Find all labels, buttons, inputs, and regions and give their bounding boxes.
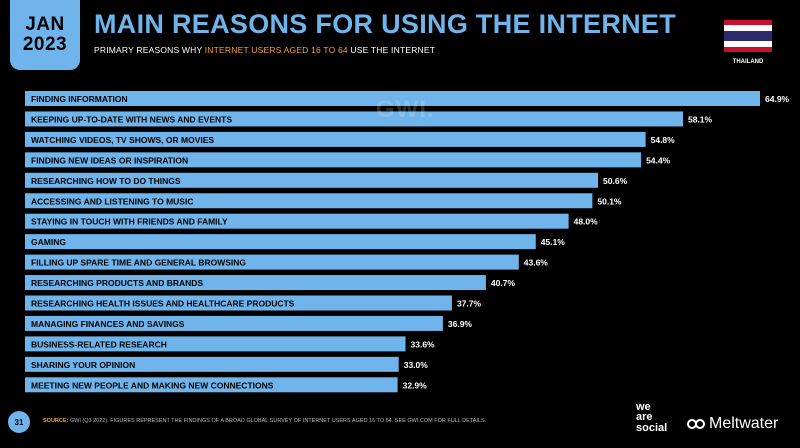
value-label: 33.0% — [404, 360, 429, 370]
page-title: MAIN REASONS FOR USING THE INTERNET — [94, 9, 677, 39]
value-label: 33.6% — [411, 339, 436, 349]
gwi-watermark: GWI. — [376, 96, 435, 123]
page-subtitle: PRIMARY REASONS WHY INTERNET USERS AGED … — [94, 45, 435, 55]
source-text: GWI (Q3 2022). FIGURES REPRESENT THE FIN… — [68, 418, 487, 424]
value-label: 54.4% — [646, 155, 671, 165]
bar — [25, 234, 536, 250]
bar — [25, 111, 683, 127]
category-label: FINDING INFORMATION — [31, 94, 128, 104]
value-label: 50.6% — [603, 176, 628, 186]
category-label: GAMING — [31, 237, 66, 247]
bar — [25, 315, 443, 331]
bar — [25, 193, 593, 209]
logo-line-are: are — [636, 411, 653, 424]
bar — [25, 356, 399, 372]
value-label: 36.9% — [448, 319, 473, 329]
country-label: THAILAND — [732, 59, 764, 65]
category-label: RESEARCHING HOW TO DO THINGS — [31, 176, 181, 186]
we-are-social-logo: we are social — [636, 401, 668, 434]
value-label: 43.6% — [524, 258, 549, 268]
date-year: 2023 — [22, 34, 68, 55]
category-label: WATCHING VIDEOS, TV SHOWS, OR MOVIES — [31, 135, 214, 145]
date-badge: JAN 2023 — [10, 0, 80, 70]
category-label: KEEPING UP-TO-DATE WITH NEWS AND EVENTS — [31, 114, 232, 124]
category-label: ACCESSING AND LISTENING TO MUSIC — [31, 196, 193, 206]
value-label: 32.9% — [403, 380, 428, 390]
bar — [25, 213, 569, 229]
category-label: RESEARCHING PRODUCTS AND BRANDS — [31, 278, 203, 288]
source-note: SOURCE: GWI (Q3 2022). FIGURES REPRESENT… — [43, 418, 486, 424]
category-label: SHARING YOUR OPINION — [31, 360, 135, 370]
subtitle-prefix: PRIMARY REASONS WHY — [94, 45, 205, 55]
value-label: 37.7% — [457, 299, 482, 309]
bar — [25, 377, 398, 393]
bar — [25, 152, 642, 168]
bar — [25, 336, 406, 352]
category-label: FINDING NEW IDEAS OR INSPIRATION — [31, 155, 188, 165]
category-label: MANAGING FINANCES AND SAVINGS — [31, 319, 185, 329]
logo-line-we: we — [636, 401, 651, 413]
bar — [25, 131, 646, 147]
value-label: 48.0% — [574, 217, 599, 227]
value-label: 45.1% — [541, 237, 566, 247]
value-label: 54.8% — [651, 135, 676, 145]
bar — [25, 275, 486, 291]
subtitle-suffix: USE THE INTERNET — [347, 45, 436, 55]
bar — [25, 295, 452, 311]
meltwater-logo: Meltwater — [687, 415, 778, 433]
category-label: MEETING NEW PEOPLE AND MAKING NEW CONNEC… — [31, 380, 274, 390]
bar — [25, 254, 519, 270]
source-label: SOURCE: — [43, 418, 69, 424]
category-label: BUSINESS-RELATED RESEARCH — [31, 339, 167, 349]
meltwater-icon — [687, 419, 705, 429]
value-label: 40.7% — [491, 278, 516, 288]
meltwater-text: Meltwater — [709, 415, 779, 432]
date-month: JAN — [25, 14, 65, 36]
value-label: 50.1% — [597, 196, 622, 206]
value-label: 64.9% — [765, 94, 790, 104]
category-label: RESEARCHING HEALTH ISSUES AND HEALTHCARE… — [31, 299, 295, 309]
bar — [25, 91, 760, 106]
category-label: STAYING IN TOUCH WITH FRIENDS AND FAMILY — [31, 217, 228, 227]
bar — [25, 172, 599, 188]
logo-line-social: social — [636, 421, 668, 434]
subtitle-highlight: INTERNET USERS AGED 16 TO 64 — [204, 45, 348, 55]
page-number: 31 — [8, 411, 30, 433]
category-label: FILLING UP SPARE TIME AND GENERAL BROWSI… — [31, 258, 246, 268]
thailand-flag-icon — [724, 20, 772, 52]
value-label: 58.1% — [688, 114, 713, 124]
